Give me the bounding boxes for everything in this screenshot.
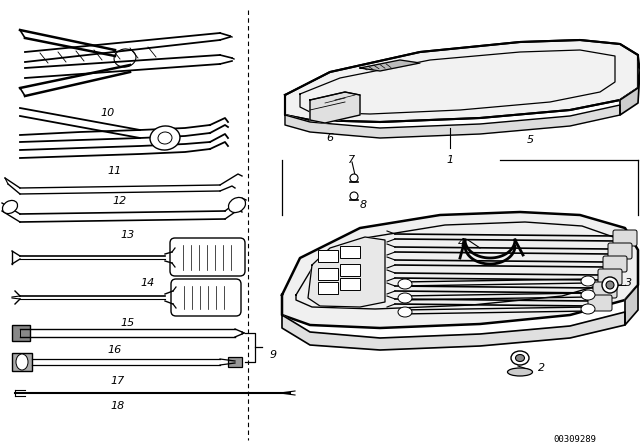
Ellipse shape xyxy=(581,304,595,314)
Bar xyxy=(340,264,360,276)
FancyBboxPatch shape xyxy=(598,269,622,285)
Text: 3: 3 xyxy=(625,278,632,288)
Bar xyxy=(318,282,338,294)
Ellipse shape xyxy=(511,351,529,365)
Text: 13: 13 xyxy=(121,230,135,240)
Ellipse shape xyxy=(398,307,412,317)
Text: 8: 8 xyxy=(360,200,367,210)
Text: 10: 10 xyxy=(101,108,115,118)
FancyBboxPatch shape xyxy=(170,238,245,276)
FancyBboxPatch shape xyxy=(171,279,241,316)
Text: 18: 18 xyxy=(111,401,125,411)
Bar xyxy=(12,325,30,341)
Ellipse shape xyxy=(398,293,412,303)
Text: 7: 7 xyxy=(348,155,356,165)
Bar xyxy=(228,357,242,367)
Text: 5: 5 xyxy=(527,135,534,145)
Text: 14: 14 xyxy=(141,278,155,288)
FancyBboxPatch shape xyxy=(613,230,637,246)
Polygon shape xyxy=(285,105,620,138)
Ellipse shape xyxy=(350,174,358,182)
Text: 9: 9 xyxy=(270,350,277,360)
FancyBboxPatch shape xyxy=(588,295,612,311)
Ellipse shape xyxy=(398,279,412,289)
Ellipse shape xyxy=(16,354,28,370)
Polygon shape xyxy=(282,312,625,350)
Ellipse shape xyxy=(228,198,246,212)
Polygon shape xyxy=(620,55,640,115)
Polygon shape xyxy=(282,212,638,328)
Ellipse shape xyxy=(515,354,525,362)
Polygon shape xyxy=(308,237,385,307)
Ellipse shape xyxy=(350,192,358,200)
Ellipse shape xyxy=(581,290,595,300)
Ellipse shape xyxy=(3,200,17,214)
Text: 1: 1 xyxy=(447,155,454,165)
Ellipse shape xyxy=(581,276,595,286)
Text: 16: 16 xyxy=(108,345,122,355)
Ellipse shape xyxy=(602,277,618,293)
Polygon shape xyxy=(360,60,420,71)
Text: 00309289: 00309289 xyxy=(554,435,596,444)
FancyBboxPatch shape xyxy=(603,256,627,272)
Text: 4: 4 xyxy=(458,238,465,248)
Bar xyxy=(318,250,338,262)
FancyBboxPatch shape xyxy=(593,282,617,298)
Ellipse shape xyxy=(508,368,532,376)
Polygon shape xyxy=(285,40,638,122)
Text: 11: 11 xyxy=(108,166,122,176)
Text: 12: 12 xyxy=(113,196,127,206)
Text: 17: 17 xyxy=(111,376,125,386)
Text: 6: 6 xyxy=(326,133,333,143)
Text: 15: 15 xyxy=(121,318,135,328)
Text: 2: 2 xyxy=(538,363,545,373)
Ellipse shape xyxy=(150,126,180,150)
Bar xyxy=(340,278,360,290)
Bar xyxy=(340,246,360,258)
Polygon shape xyxy=(310,92,360,123)
FancyBboxPatch shape xyxy=(608,243,632,259)
Bar xyxy=(318,268,338,280)
Ellipse shape xyxy=(606,281,614,289)
Polygon shape xyxy=(625,250,638,325)
Bar xyxy=(12,353,32,371)
